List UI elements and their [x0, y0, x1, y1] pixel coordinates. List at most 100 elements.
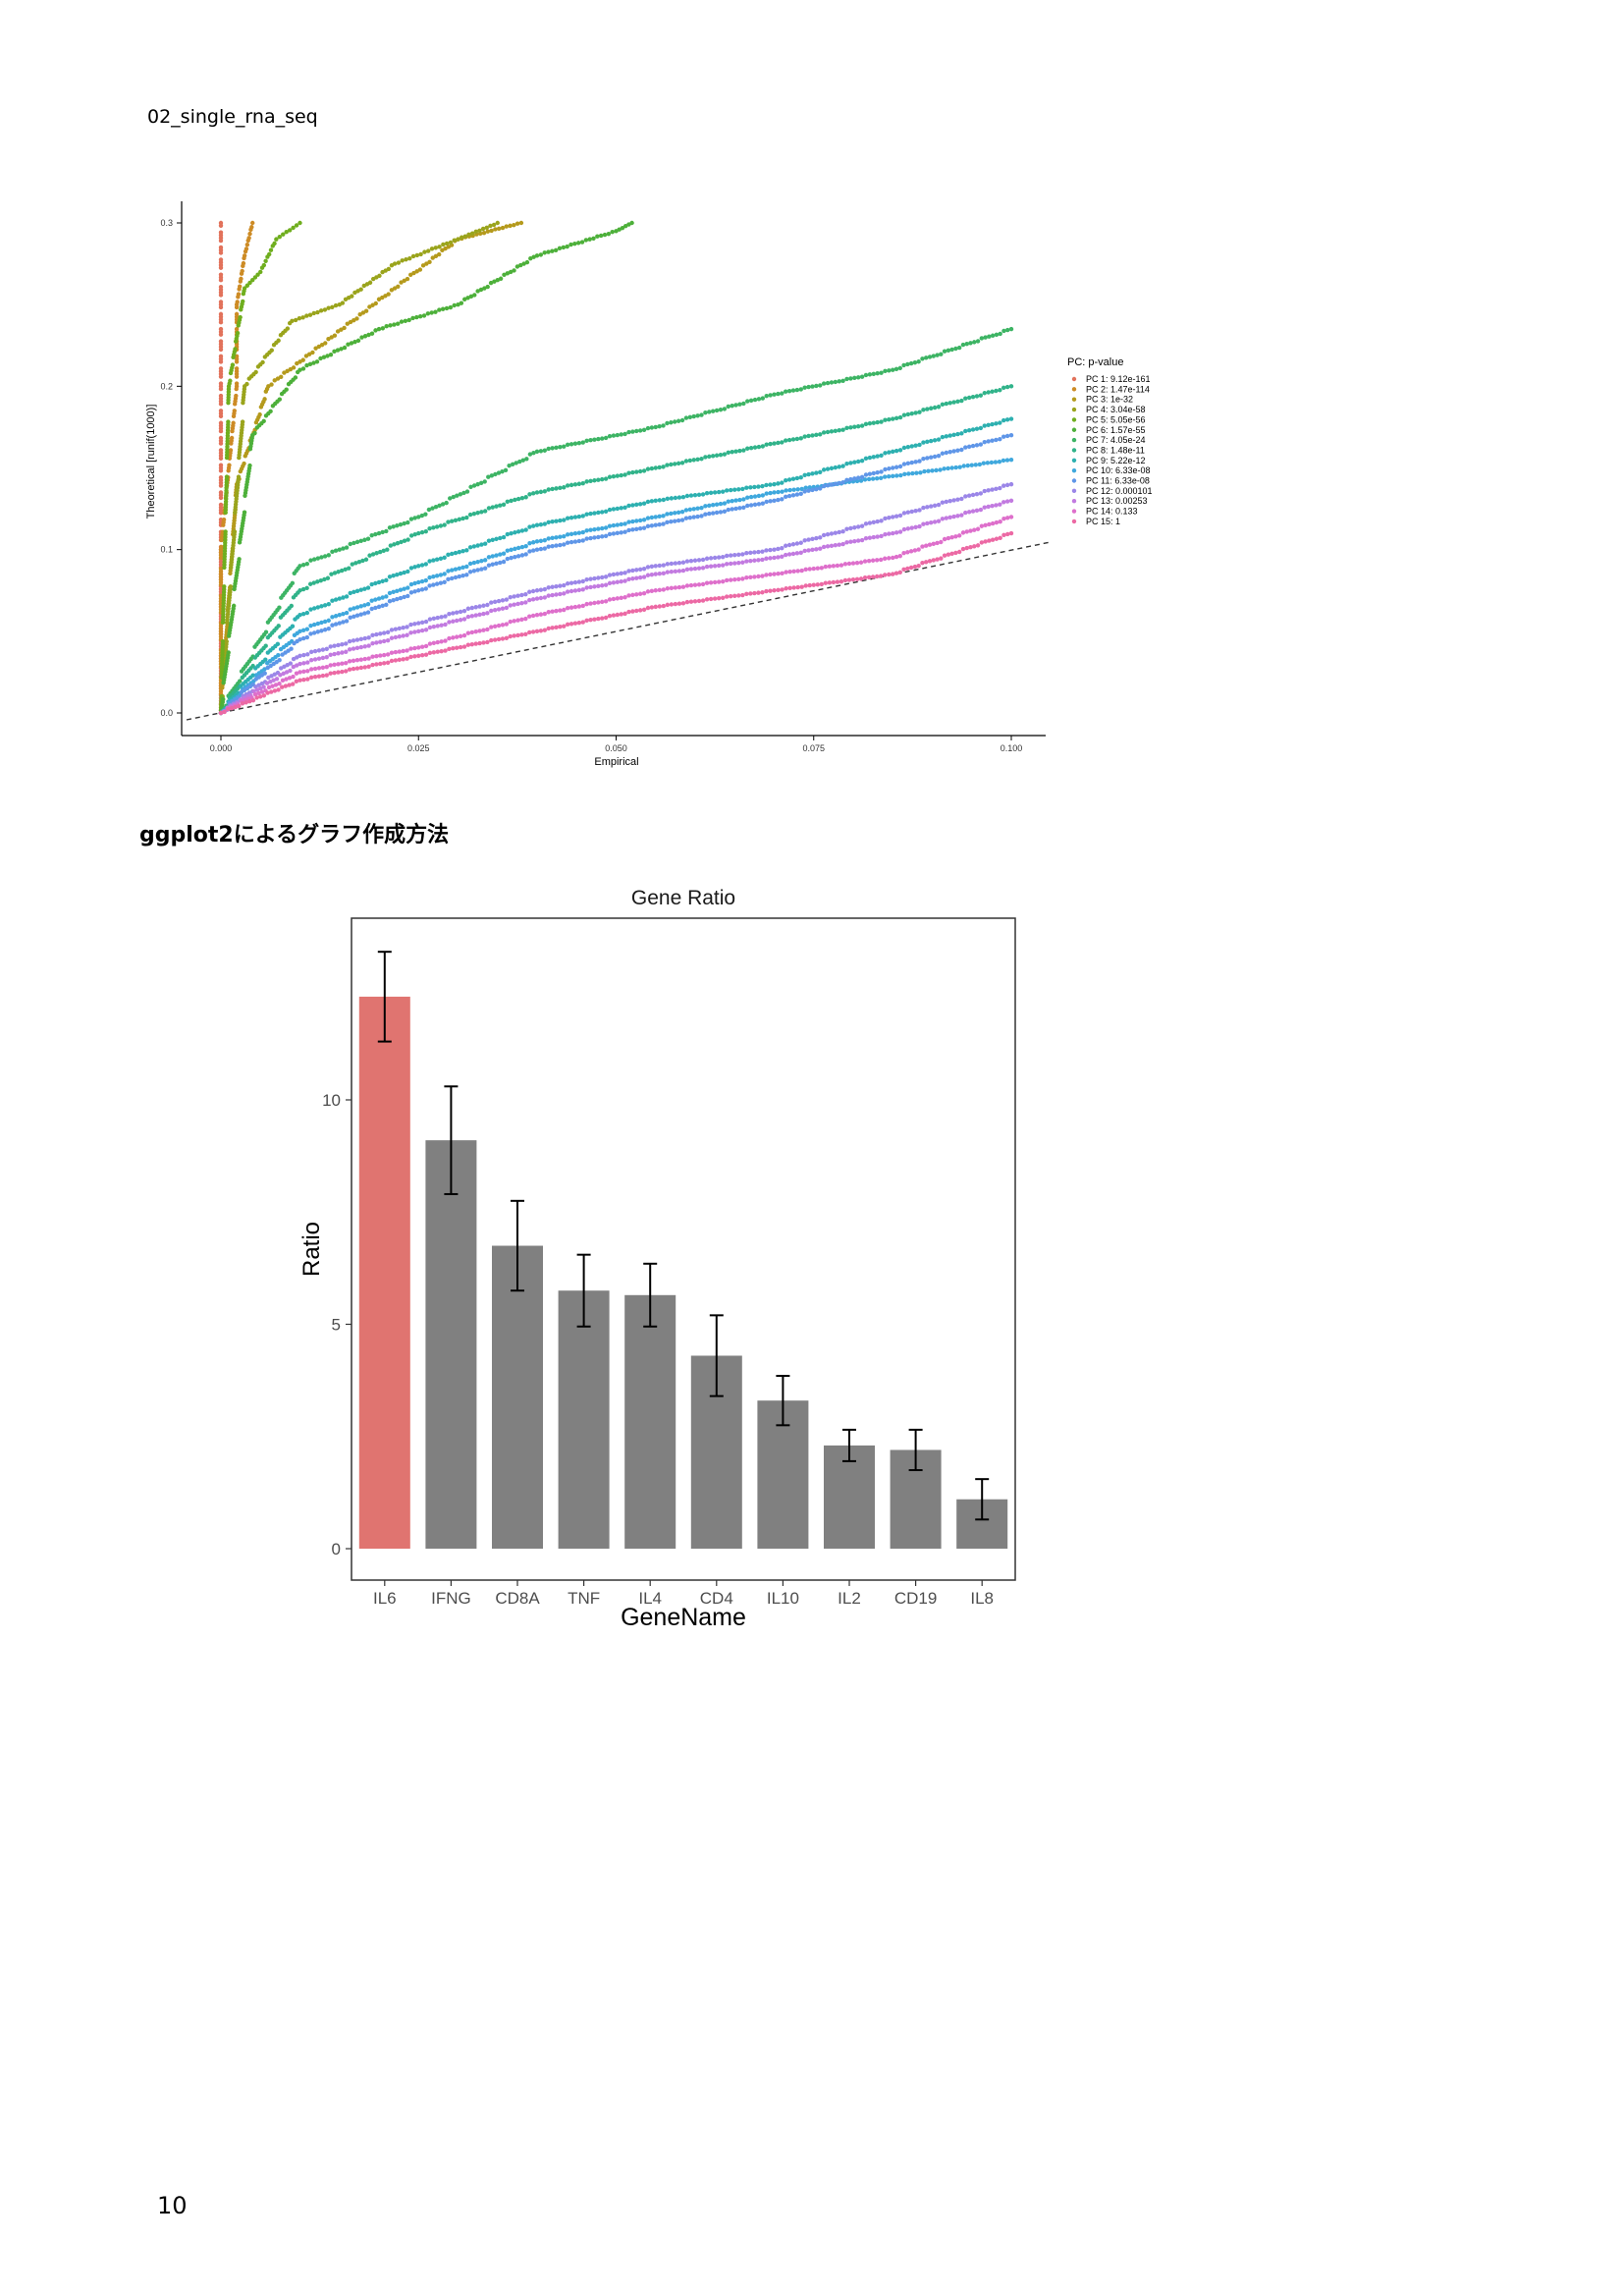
data-point — [320, 655, 326, 661]
data-point — [806, 488, 811, 493]
data-point — [558, 625, 563, 629]
data-point — [298, 367, 302, 372]
data-point — [558, 445, 563, 450]
data-point — [901, 526, 907, 532]
data-point — [408, 533, 414, 538]
data-point — [328, 352, 334, 357]
data-point — [376, 530, 382, 536]
data-point — [572, 621, 578, 626]
data-point — [730, 498, 734, 504]
data-point — [490, 554, 495, 559]
data-point — [708, 564, 714, 569]
data-point — [863, 421, 869, 426]
data-point — [657, 514, 662, 519]
data-point — [298, 653, 302, 658]
data-point — [401, 633, 406, 638]
data-point — [344, 545, 350, 550]
data-point — [975, 526, 981, 531]
data-point — [934, 467, 939, 473]
data-point — [790, 437, 796, 442]
data-point — [862, 559, 868, 564]
data-point — [538, 546, 544, 552]
data-point — [790, 542, 796, 547]
data-point — [680, 568, 686, 574]
data-point — [768, 482, 773, 487]
data-point — [748, 445, 754, 451]
data-point — [374, 631, 379, 637]
data-point — [696, 492, 702, 498]
data-point — [478, 480, 484, 485]
data-point — [867, 372, 873, 377]
data-point — [657, 563, 662, 569]
data-point — [380, 603, 385, 609]
data-point — [538, 629, 544, 633]
data-point — [669, 420, 674, 425]
data-point — [641, 574, 647, 579]
data-point — [596, 534, 601, 540]
data-point — [848, 476, 853, 482]
error-bar — [842, 1428, 856, 1462]
data-point — [527, 524, 532, 529]
data-point — [637, 591, 643, 596]
data-point — [354, 645, 360, 651]
data-point — [825, 531, 831, 537]
data-point — [339, 347, 344, 352]
data-point — [929, 504, 934, 509]
legend-label: PC 5: 5.05e-56 — [1086, 414, 1146, 424]
data-point — [576, 538, 582, 544]
data-point — [311, 557, 317, 562]
data-point — [336, 670, 341, 675]
data-point — [924, 543, 929, 548]
data-point — [366, 664, 371, 670]
data-point — [450, 551, 455, 557]
data-point — [580, 587, 585, 592]
data-point — [940, 434, 946, 440]
data-point — [584, 576, 589, 582]
data-point — [558, 583, 563, 588]
data-point — [818, 432, 823, 437]
data-point — [493, 227, 498, 232]
data-point — [925, 505, 930, 510]
data-point — [521, 261, 526, 266]
data-point — [823, 580, 829, 585]
data-point — [500, 623, 506, 628]
data-point — [833, 481, 839, 486]
data-point — [924, 560, 929, 565]
data-point — [538, 612, 544, 617]
data-point — [852, 525, 857, 530]
data-point — [848, 425, 853, 430]
data-point — [530, 588, 536, 594]
data-point — [732, 487, 737, 492]
data-point — [802, 472, 807, 477]
data-point — [955, 497, 960, 502]
data-point — [373, 531, 378, 537]
data-point — [630, 429, 635, 434]
data-point — [887, 466, 892, 471]
data-point — [284, 229, 289, 235]
data-point — [450, 575, 455, 581]
data-point — [584, 512, 589, 517]
data-point — [523, 495, 528, 500]
data-point — [829, 429, 835, 434]
data-point — [669, 570, 675, 574]
x-tick-label: 0.025 — [407, 743, 430, 753]
data-point — [507, 463, 512, 468]
data-point — [1004, 433, 1010, 439]
data-point — [289, 603, 294, 609]
data-point — [990, 503, 995, 509]
data-point — [444, 241, 450, 246]
data-point — [909, 444, 914, 449]
data-point — [494, 561, 499, 567]
data-point — [776, 497, 781, 503]
data-point — [572, 515, 578, 519]
data-point — [901, 567, 906, 573]
data-point — [393, 627, 399, 631]
data-point — [353, 561, 358, 566]
data-point — [990, 487, 995, 492]
data-point — [783, 494, 788, 500]
data-point — [939, 352, 944, 356]
data-point — [955, 514, 960, 519]
data-point — [688, 493, 694, 498]
data-point — [891, 465, 895, 470]
data-point — [354, 588, 360, 593]
